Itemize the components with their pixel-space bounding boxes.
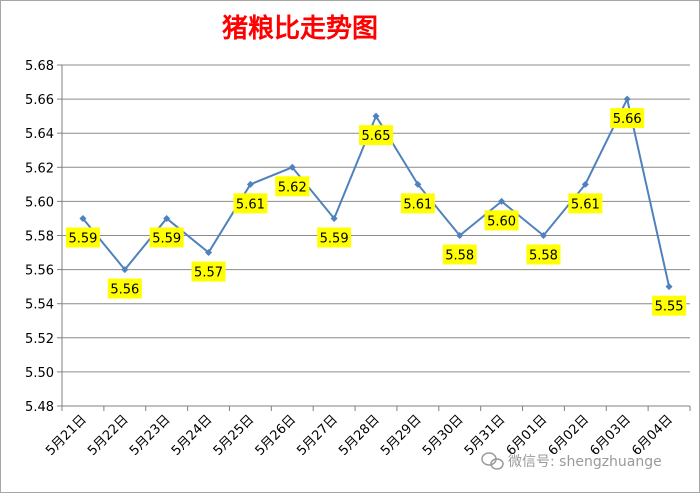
y-tick-label: 5.56 — [25, 264, 54, 279]
data-label: 5.55 — [652, 295, 687, 316]
y-tick-label: 5.48 — [25, 400, 54, 415]
data-point — [121, 266, 129, 274]
data-label-text: 5.61 — [403, 197, 432, 212]
data-label: 5.58 — [526, 244, 561, 265]
data-label-text: 5.61 — [236, 197, 265, 212]
y-tick-label: 5.52 — [25, 332, 54, 347]
data-label-text: 5.58 — [529, 249, 558, 264]
data-label-text: 5.57 — [194, 266, 223, 281]
y-tick-label: 5.68 — [25, 59, 54, 74]
y-tick-label: 5.58 — [25, 230, 54, 245]
data-point — [372, 112, 380, 120]
data-label: 5.58 — [442, 244, 477, 265]
data-label: 5.59 — [149, 227, 184, 248]
data-label: 5.56 — [107, 278, 142, 299]
data-label-box — [652, 295, 687, 316]
data-label-box — [275, 176, 310, 197]
y-tick-label: 5.64 — [25, 127, 54, 142]
data-label: 5.66 — [610, 108, 645, 129]
data-label-text: 5.59 — [152, 231, 181, 246]
data-label: 5.57 — [191, 261, 226, 282]
data-label-text: 5.65 — [362, 129, 391, 144]
data-label: 5.60 — [484, 210, 519, 231]
chart-title: 猪粮比走势图 — [222, 13, 378, 44]
data-point — [414, 180, 422, 188]
data-label-box — [442, 244, 477, 265]
data-point — [246, 180, 254, 188]
data-label-text: 5.66 — [613, 112, 642, 127]
data-label: 5.59 — [317, 227, 352, 248]
data-label-text: 5.60 — [487, 214, 516, 229]
y-tick-label: 5.50 — [25, 366, 54, 381]
data-label-box — [484, 210, 519, 231]
data-label: 5.65 — [359, 125, 393, 146]
data-label-text: 5.61 — [571, 197, 600, 212]
data-label-text: 5.56 — [110, 283, 139, 298]
data-point — [288, 163, 296, 171]
data-label-box — [233, 193, 268, 214]
data-point — [665, 283, 673, 291]
data-label-text: 5.62 — [278, 180, 307, 195]
data-label: 5.62 — [275, 176, 310, 197]
data-label: 5.59 — [65, 227, 100, 248]
wechat-icon — [481, 452, 504, 470]
watermark: 微信号: shengzhuange — [481, 452, 662, 470]
data-label-text: 5.59 — [320, 231, 349, 246]
data-point — [456, 232, 464, 239]
data-label-text: 5.58 — [445, 249, 474, 264]
data-label-box — [317, 227, 352, 248]
y-tick-label: 5.54 — [25, 298, 54, 313]
data-label-box — [149, 227, 184, 248]
data-point — [581, 180, 589, 188]
data-label-box — [191, 261, 226, 282]
data-label: 5.61 — [233, 193, 268, 214]
data-point — [539, 232, 547, 239]
data-label: 5.61 — [400, 193, 435, 214]
y-axis-ticks: 5.48 5.50 5.52 5.54 5.56 5.58 5.60 5.62 5.64 5.66… — [25, 59, 62, 415]
data-point — [330, 214, 338, 222]
y-tick-label: 5.62 — [25, 161, 54, 176]
data-label-text: 5.55 — [655, 300, 684, 315]
y-tick-label: 5.66 — [25, 93, 54, 108]
data-label-text: 5.59 — [68, 231, 97, 246]
data-label-box — [400, 193, 435, 214]
data-point — [623, 95, 631, 103]
data-point — [205, 249, 213, 257]
data-label-box — [610, 108, 645, 129]
data-labels: 5.59 5.56 5.59 5.57 5.61 5.62 5.59 5.65 5.61 5.58… — [65, 108, 687, 316]
data-label-box — [107, 278, 142, 299]
data-label-box — [65, 227, 100, 248]
data-label-box — [526, 244, 561, 265]
data-label: 5.61 — [568, 193, 603, 214]
data-point — [163, 214, 171, 222]
watermark-text: 微信号: shengzhuange — [508, 454, 662, 470]
data-label-box — [359, 125, 393, 146]
data-point — [498, 197, 506, 205]
y-tick-label: 5.60 — [25, 195, 54, 210]
data-point — [79, 214, 87, 222]
data-label-box — [568, 193, 603, 214]
